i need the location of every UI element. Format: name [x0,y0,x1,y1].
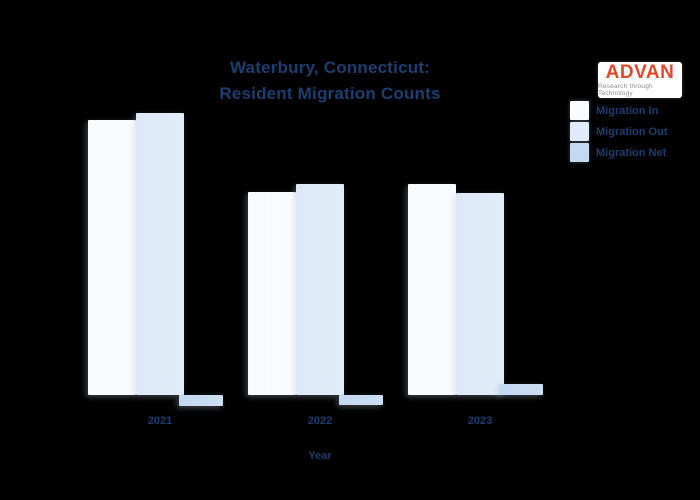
chart-title-line2: Resident Migration Counts [219,84,441,103]
bar-migration-out-2021 [136,113,184,395]
bar-migration-out-2022 [296,184,344,395]
advan-logo-tagline: Research through Technology [598,82,653,97]
x-axis-title: Year [308,450,332,462]
x-tick-label-2021: 2021 [147,415,173,427]
legend-item-migration-out: Migration Out [570,121,668,142]
legend-label-migration-net: Migration Net [596,146,667,159]
x-tick-label-2023: 2023 [467,415,493,427]
advan-logo: ADVAN Research through Technology [598,62,682,98]
bar-migration-in-2022 [248,191,296,395]
bar-migration-out-2023 [456,193,504,395]
chart-legend: Migration In Migration Out Migration Net [570,100,668,163]
legend-item-migration-in: Migration In [570,100,668,121]
advan-logo-wordmark: ADVAN [605,61,675,83]
chart-title-line1: Waterbury, Connecticut: [229,58,431,77]
bar-migration-net-2021 [179,395,223,407]
bar-migration-net-2023 [499,384,543,395]
legend-swatch-migration-in [570,101,589,120]
x-tick-label-2022: 2022 [307,415,333,427]
bar-migration-in-2021 [88,120,136,395]
legend-item-migration-net: Migration Net [570,142,668,163]
legend-label-migration-in: Migration In [596,104,659,117]
legend-swatch-migration-net [570,143,589,162]
legend-label-migration-out: Migration Out [596,125,668,138]
legend-swatch-migration-out [570,122,589,141]
bar-migration-net-2022 [339,395,383,405]
bar-migration-in-2023 [408,184,456,395]
